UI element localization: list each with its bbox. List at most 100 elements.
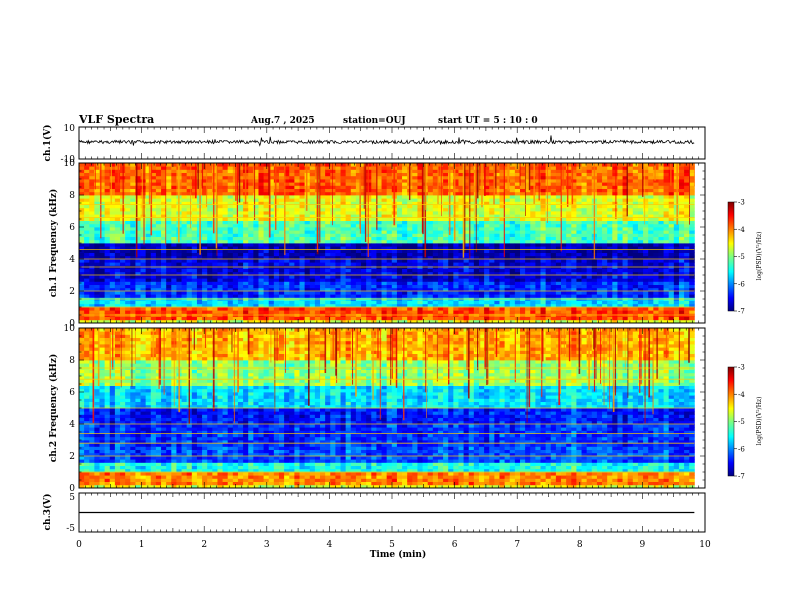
- spectrogram-cell: [207, 303, 213, 308]
- spectrogram-cell: [176, 281, 182, 285]
- spectrogram-cell: [340, 230, 347, 234]
- spectrogram-cell: [299, 307, 306, 311]
- spectrogram-cell: [489, 179, 495, 183]
- spectrogram-cell: [371, 169, 377, 173]
- spectrogram-cell: [258, 307, 265, 311]
- spectrogram-cell: [458, 166, 464, 170]
- spectrogram-cell: [432, 255, 439, 260]
- spectrogram-cell: [340, 172, 347, 177]
- spectrogram-cell: [340, 291, 347, 295]
- spectrogram-cell: [207, 239, 213, 244]
- spectrogram-cell: [181, 259, 188, 263]
- spectrogram-cell: [166, 198, 172, 202]
- spectrogram-cell: [273, 169, 280, 173]
- spectrogram-cell: [104, 271, 111, 276]
- spectrogram-cell: [248, 207, 254, 212]
- spectrogram-cell: [155, 207, 162, 212]
- spectrogram-cell: [289, 262, 295, 266]
- spectrogram-cell: [402, 252, 408, 257]
- spectrogram-cell: [104, 268, 111, 273]
- spectrogram-cell: [150, 278, 157, 282]
- spectrogram-cell: [89, 310, 95, 314]
- spectrogram-cell: [253, 207, 259, 212]
- spectrogram-cell: [227, 220, 234, 225]
- spectrogram-cell: [520, 310, 526, 314]
- spectrogram-cell: [366, 239, 372, 244]
- spectrogram-cell: [437, 303, 444, 308]
- spectrogram-cell: [155, 195, 162, 199]
- spectrogram-cell: [448, 214, 454, 218]
- spectrogram-cell: [345, 262, 352, 266]
- spectrogram-cell: [550, 191, 557, 196]
- spectrogram-cell: [284, 291, 290, 295]
- spectrogram-cell: [248, 319, 254, 324]
- spectrogram-cell: [412, 316, 418, 321]
- spectrogram-cell: [325, 271, 331, 276]
- spectrogram-cell: [202, 307, 208, 311]
- spectrogram-cell: [453, 303, 459, 308]
- spectrogram-cell: [320, 291, 326, 295]
- spectrogram-cell: [340, 163, 347, 167]
- spectrogram-cell: [458, 291, 464, 295]
- spectrogram-cell: [386, 246, 393, 250]
- spectrogram-cell: [294, 303, 300, 308]
- spectrogram-cell: [207, 310, 213, 314]
- spectrogram-cell: [520, 207, 526, 212]
- spectrogram-cell: [258, 294, 265, 298]
- spectrogram-cell: [540, 230, 547, 234]
- spectrogram-cell: [535, 239, 541, 244]
- spectrogram-cell: [237, 175, 244, 180]
- spectrogram-cell: [514, 271, 521, 276]
- spectrogram-cell: [320, 163, 326, 167]
- spectrogram-cell: [258, 275, 265, 279]
- spectrogram-cell: [402, 316, 408, 321]
- spectrogram-cell: [217, 230, 223, 234]
- spectrogram-cell: [499, 227, 506, 231]
- spectrogram-cell: [350, 188, 357, 193]
- spectrogram-cell: [150, 243, 157, 247]
- spectrogram-cell: [161, 233, 167, 237]
- spectrogram-cell: [171, 214, 177, 218]
- spectrogram-cell: [181, 291, 188, 295]
- spectrogram-cell: [463, 307, 470, 311]
- spectrogram-cell: [499, 204, 506, 209]
- spectrogram-cell: [191, 239, 198, 244]
- spectrogram-cell: [207, 300, 213, 305]
- spectrogram-cell: [181, 319, 188, 324]
- spectrogram-cell: [535, 230, 541, 234]
- spectrogram-cell: [109, 316, 116, 321]
- spectrogram-cell: [227, 259, 234, 263]
- spectrogram-cell: [366, 223, 372, 228]
- spectrogram-cell: [263, 195, 270, 199]
- spectrogram-cell: [227, 217, 234, 221]
- spectrogram-cell: [171, 243, 177, 247]
- spectrogram-cell: [202, 300, 208, 305]
- spectrogram-cell: [140, 211, 147, 215]
- spectrogram-cell: [284, 175, 290, 180]
- spectrogram-cell: [514, 188, 521, 193]
- spectrogram-cell: [263, 207, 270, 212]
- spectrogram-cell: [166, 303, 172, 308]
- spectrogram-cell: [155, 236, 162, 241]
- spectrogram-cell: [504, 259, 511, 263]
- spectrogram-cell: [545, 198, 552, 202]
- spectrogram-cell: [484, 268, 490, 273]
- spectrogram-cell: [366, 166, 372, 170]
- spectrogram-cell: [396, 166, 403, 170]
- spectrogram-cell: [222, 316, 229, 321]
- spectrogram-cell: [345, 211, 352, 215]
- spectrogram-cell: [335, 284, 341, 289]
- spectrogram-cell: [299, 281, 306, 285]
- spectrogram-cell: [453, 268, 459, 273]
- spectrogram-cell: [427, 207, 434, 212]
- spectrogram-cell: [273, 239, 280, 244]
- spectrogram-cell: [555, 275, 562, 279]
- spectrogram-cell: [514, 281, 521, 285]
- spectrogram-cell: [191, 236, 198, 241]
- spectrogram-cell: [417, 175, 423, 180]
- spectrogram-cell: [243, 259, 249, 263]
- spectrogram-cell: [284, 195, 290, 199]
- spectrogram-cell: [99, 281, 106, 285]
- spectrogram-cell: [284, 249, 290, 253]
- spectrogram-cell: [371, 163, 377, 167]
